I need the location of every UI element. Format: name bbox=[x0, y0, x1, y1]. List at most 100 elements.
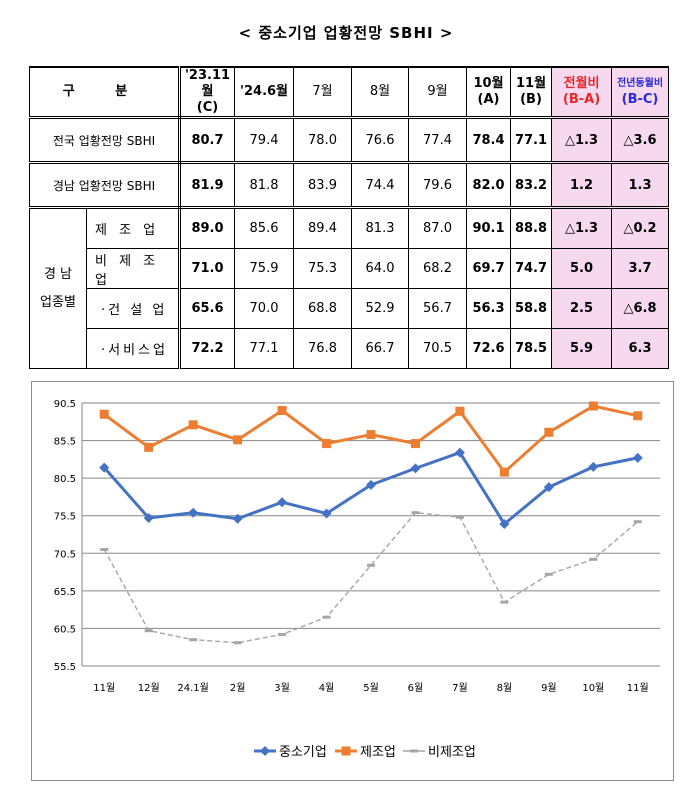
data-point bbox=[367, 563, 375, 567]
col-header-08: 8월 bbox=[351, 66, 410, 119]
data-point bbox=[322, 615, 331, 619]
data-point bbox=[188, 420, 198, 430]
series-line bbox=[103, 512, 639, 644]
data-point bbox=[589, 557, 598, 561]
y-tick-label: 85.5 bbox=[54, 437, 76, 448]
x-tick-label: 4월 bbox=[319, 682, 335, 694]
data-point bbox=[410, 439, 420, 449]
table-cell: 6.3 bbox=[611, 328, 670, 369]
data-point bbox=[500, 600, 509, 604]
table-cell: △1.3 bbox=[551, 207, 613, 249]
data-point bbox=[321, 508, 332, 519]
data-point bbox=[543, 482, 554, 493]
table-cell: 85.6 bbox=[234, 207, 295, 249]
y-tick-label: 60.5 bbox=[54, 624, 76, 635]
table-cell: 1.3 bbox=[611, 162, 670, 209]
table-cell: 68.2 bbox=[408, 248, 468, 289]
data-point bbox=[366, 479, 376, 490]
table-cell: 81.8 bbox=[234, 162, 295, 209]
table-cell: 64.0 bbox=[351, 248, 410, 289]
legend-label: 중소기업 bbox=[279, 745, 327, 760]
table-row: 경 남 업종별 제 조 업 89.0 85.6 89.4 81.3 87.0 90… bbox=[29, 207, 670, 369]
col-header-category: 구 분 bbox=[28, 66, 182, 119]
row-label-non-manufacturing: 비 제 조 업 bbox=[85, 248, 182, 289]
table-cell: 83.9 bbox=[293, 162, 353, 209]
data-point bbox=[411, 511, 420, 515]
table-cell: 77.4 bbox=[408, 117, 468, 164]
table-cell: 76.8 bbox=[293, 328, 353, 369]
table-header-row: 구 분 '23.11월 (C) '24.6월 7월 8월 9월 10월 (A) 11… bbox=[28, 66, 670, 119]
table-row: 비 제 조 업 71.0 75.9 75.3 64.0 68.2 69.7 74… bbox=[30, 248, 670, 289]
data-point bbox=[499, 467, 509, 477]
table-cell: 2.5 bbox=[551, 288, 613, 329]
x-tick-label: 6월 bbox=[408, 682, 424, 694]
table-cell: 78.5 bbox=[510, 328, 553, 369]
data-point bbox=[189, 638, 198, 642]
x-tick-label: 10월 bbox=[582, 682, 604, 694]
table-cell: 77.1 bbox=[234, 328, 295, 369]
table-cell: 81.3 bbox=[351, 207, 410, 249]
legend-label: 제조업 bbox=[360, 745, 396, 760]
table-cell: 72.2 bbox=[179, 328, 236, 369]
data-point bbox=[633, 411, 643, 421]
legend-marker bbox=[410, 749, 418, 753]
table-cell: 56.3 bbox=[466, 288, 512, 329]
table-cell: 79.4 bbox=[234, 117, 295, 164]
data-point bbox=[632, 452, 643, 463]
data-point bbox=[544, 427, 554, 437]
y-tick-label: 70.5 bbox=[54, 549, 76, 560]
table-cell: 82.0 bbox=[466, 162, 512, 209]
x-tick-label: 9월 bbox=[541, 682, 557, 694]
data-point bbox=[233, 435, 243, 445]
col-header-07: 7월 bbox=[293, 66, 353, 119]
table-cell: 76.6 bbox=[351, 117, 410, 164]
col-header-mom: 전월비 (B-A) bbox=[551, 66, 613, 119]
data-point bbox=[588, 461, 599, 472]
table-cell: 89.4 bbox=[293, 207, 353, 249]
table-cell: 71.0 bbox=[179, 248, 236, 289]
x-tick-label: 7월 bbox=[452, 682, 468, 694]
data-point bbox=[633, 520, 642, 524]
data-point bbox=[277, 406, 287, 416]
table-row: ·서비스업 72.2 77.1 76.8 66.7 70.5 72.6 78.5… bbox=[30, 328, 670, 369]
y-tick-label: 90.5 bbox=[54, 399, 76, 410]
legend-marker bbox=[341, 746, 351, 756]
page-title: < 중소기업 업황전망 SBHI > bbox=[238, 24, 454, 42]
table-cell: 52.9 bbox=[351, 288, 410, 329]
table-cell: △0.2 bbox=[611, 207, 670, 249]
table-cell: 66.7 bbox=[351, 328, 410, 369]
table-cell: 70.5 bbox=[408, 328, 468, 369]
data-point bbox=[100, 548, 109, 552]
row-label-national: 전국 업황전망 SBHI bbox=[28, 117, 182, 164]
x-tick-label: 11월 bbox=[627, 682, 649, 694]
table-cell: 1.2 bbox=[551, 162, 613, 209]
table-cell: 87.0 bbox=[408, 207, 468, 249]
x-tick-label: 12월 bbox=[138, 682, 160, 694]
data-point bbox=[410, 463, 421, 474]
data-point bbox=[455, 406, 465, 416]
data-point bbox=[233, 641, 242, 645]
table-cell: 81.9 bbox=[179, 162, 236, 209]
x-tick-label: 2월 bbox=[230, 682, 246, 694]
table-cell: 83.2 bbox=[510, 162, 553, 209]
series-line bbox=[103, 404, 639, 474]
table-row: ·건 설 업 65.6 70.0 68.8 52.9 56.7 56.3 58.… bbox=[30, 288, 670, 329]
y-tick-label: 75.5 bbox=[54, 512, 76, 523]
table-cell: 5.9 bbox=[551, 328, 613, 369]
table-cell: 56.7 bbox=[408, 288, 468, 329]
data-point bbox=[232, 513, 243, 524]
data-point bbox=[278, 632, 287, 636]
table-cell: 75.9 bbox=[234, 248, 295, 289]
table-cell: 5.0 bbox=[551, 248, 613, 289]
data-point bbox=[99, 462, 110, 473]
table-cell: 79.6 bbox=[408, 162, 468, 209]
table-cell: 90.1 bbox=[466, 207, 512, 249]
data-point bbox=[322, 439, 332, 449]
table-row: 경남 업황전망 SBHI 81.9 81.8 83.9 74.4 79.6 82… bbox=[28, 162, 670, 209]
data-point bbox=[544, 572, 553, 576]
row-label-construction: ·건 설 업 bbox=[85, 288, 182, 329]
legend-marker bbox=[260, 746, 270, 756]
group-label: 경 남 업종별 bbox=[29, 207, 87, 369]
x-tick-label: 5월 bbox=[363, 682, 379, 694]
table-cell: 80.7 bbox=[179, 117, 236, 164]
